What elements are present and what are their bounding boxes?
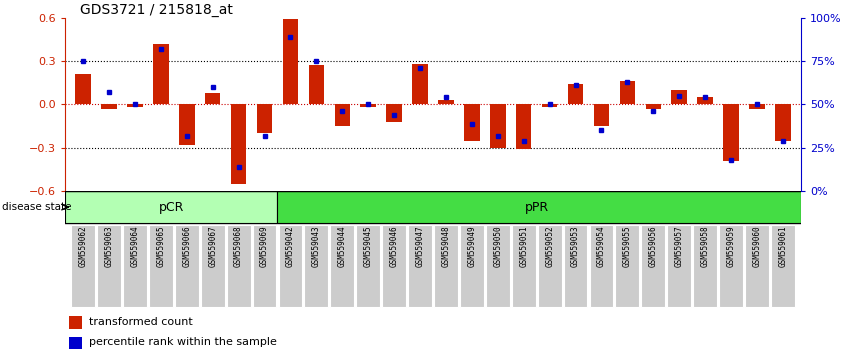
FancyBboxPatch shape [227,225,250,307]
Bar [205,93,221,104]
FancyBboxPatch shape [330,225,354,307]
FancyBboxPatch shape [460,225,484,307]
Bar [697,97,713,104]
Text: GSM559050: GSM559050 [494,225,502,267]
Bar [594,104,610,126]
Text: GSM559042: GSM559042 [286,225,295,267]
FancyBboxPatch shape [253,225,276,307]
Text: GSM559054: GSM559054 [597,225,606,267]
Bar [308,65,324,104]
Text: disease state: disease state [2,202,71,212]
Bar [68,337,82,349]
Text: GSM559057: GSM559057 [675,225,684,267]
FancyBboxPatch shape [564,225,587,307]
Bar [256,104,272,133]
Bar [723,104,739,161]
Text: GSM559049: GSM559049 [468,225,476,267]
FancyBboxPatch shape [771,225,795,307]
Text: GSM559044: GSM559044 [338,225,346,267]
Text: GSM559059: GSM559059 [727,225,735,267]
Text: GSM559047: GSM559047 [416,225,424,267]
Text: GSM559043: GSM559043 [312,225,321,267]
Text: GSM559069: GSM559069 [260,225,269,267]
Text: GSM559045: GSM559045 [364,225,372,267]
Text: GSM559062: GSM559062 [79,225,87,267]
Bar [282,19,298,104]
Text: GSM559064: GSM559064 [131,225,139,267]
Text: GSM559061: GSM559061 [779,225,787,267]
FancyBboxPatch shape [486,225,510,307]
FancyBboxPatch shape [642,225,665,307]
Bar [127,104,143,107]
Bar [360,104,376,107]
Bar [75,74,91,104]
Bar [438,100,454,104]
FancyBboxPatch shape [175,225,198,307]
Bar [464,104,480,141]
Text: GSM559051: GSM559051 [520,225,528,267]
FancyBboxPatch shape [668,225,691,307]
Text: GSM559053: GSM559053 [571,225,580,267]
Bar [568,84,584,104]
Text: GSM559060: GSM559060 [753,225,761,267]
Text: GSM559056: GSM559056 [649,225,658,267]
Text: GSM559052: GSM559052 [545,225,554,267]
FancyBboxPatch shape [512,225,536,307]
Text: GSM559055: GSM559055 [623,225,632,267]
FancyBboxPatch shape [434,225,458,307]
Bar [231,104,247,184]
Bar [277,191,801,223]
Bar [179,104,195,145]
Text: GSM559067: GSM559067 [208,225,217,267]
FancyBboxPatch shape [538,225,561,307]
FancyBboxPatch shape [149,225,173,307]
Text: pPR: pPR [525,201,549,213]
Bar [775,104,791,141]
Bar [749,104,765,109]
Text: GDS3721 / 215818_at: GDS3721 / 215818_at [80,3,233,17]
Bar [542,104,558,107]
Bar [619,81,635,104]
Text: percentile rank within the sample: percentile rank within the sample [88,337,276,348]
FancyBboxPatch shape [590,225,613,307]
FancyBboxPatch shape [279,225,302,307]
Bar [65,191,277,223]
Text: GSM559058: GSM559058 [701,225,709,267]
Text: GSM559063: GSM559063 [105,225,113,267]
Text: GSM559048: GSM559048 [442,225,450,267]
Text: pCR: pCR [158,201,184,213]
FancyBboxPatch shape [97,225,121,307]
FancyBboxPatch shape [616,225,639,307]
Bar [645,104,661,109]
Bar [412,64,428,104]
FancyBboxPatch shape [719,225,743,307]
Text: GSM559068: GSM559068 [234,225,243,267]
Bar [490,104,506,148]
Bar [101,104,117,109]
Bar [334,104,350,126]
FancyBboxPatch shape [356,225,380,307]
Bar [516,104,532,149]
Text: GSM559046: GSM559046 [390,225,398,267]
FancyBboxPatch shape [408,225,432,307]
Bar [68,316,82,329]
FancyBboxPatch shape [71,225,95,307]
FancyBboxPatch shape [201,225,224,307]
Bar [153,44,169,104]
Text: GSM559065: GSM559065 [157,225,165,267]
FancyBboxPatch shape [382,225,406,307]
FancyBboxPatch shape [745,225,769,307]
Text: transformed count: transformed count [88,317,192,327]
FancyBboxPatch shape [305,225,328,307]
FancyBboxPatch shape [123,225,147,307]
Bar [671,90,687,104]
Text: GSM559066: GSM559066 [182,225,191,267]
FancyBboxPatch shape [693,225,717,307]
Bar [386,104,402,122]
